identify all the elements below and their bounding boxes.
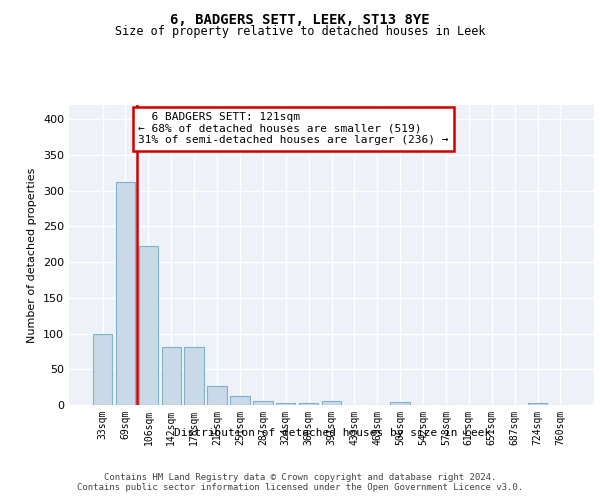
- Bar: [184, 347, 204, 405]
- Bar: [230, 396, 250, 405]
- Text: 6, BADGERS SETT, LEEK, ST13 8YE: 6, BADGERS SETT, LEEK, ST13 8YE: [170, 12, 430, 26]
- Y-axis label: Number of detached properties: Number of detached properties: [28, 168, 37, 342]
- Bar: [276, 403, 295, 405]
- Bar: [528, 403, 547, 405]
- Bar: [161, 347, 181, 405]
- Bar: [322, 400, 341, 405]
- Text: Contains HM Land Registry data © Crown copyright and database right 2024.
Contai: Contains HM Land Registry data © Crown c…: [77, 472, 523, 492]
- Bar: [253, 400, 272, 405]
- Text: Size of property relative to detached houses in Leek: Size of property relative to detached ho…: [115, 25, 485, 38]
- Text: Distribution of detached houses by size in Leek: Distribution of detached houses by size …: [175, 428, 491, 438]
- Bar: [391, 402, 410, 405]
- Bar: [93, 334, 112, 405]
- Bar: [299, 403, 319, 405]
- Bar: [139, 246, 158, 405]
- Text: 6 BADGERS SETT: 121sqm
← 68% of detached houses are smaller (519)
31% of semi-de: 6 BADGERS SETT: 121sqm ← 68% of detached…: [138, 112, 449, 146]
- Bar: [208, 386, 227, 405]
- Bar: [116, 182, 135, 405]
